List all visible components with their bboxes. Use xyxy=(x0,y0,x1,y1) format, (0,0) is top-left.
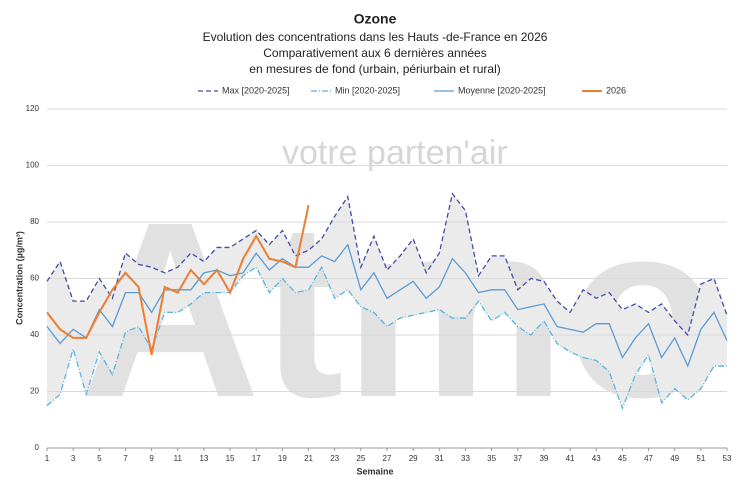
subtitle: Comparativement aux 6 dernières années xyxy=(263,46,486,60)
x-tick-label: 23 xyxy=(330,454,339,463)
x-tick-label: 49 xyxy=(670,454,679,463)
x-axis-label: Semaine xyxy=(356,466,393,476)
y-tick-label: 20 xyxy=(30,387,39,396)
x-tick-label: 21 xyxy=(304,454,313,463)
x-tick-label: 13 xyxy=(199,454,208,463)
legend-label: Max [2020-2025] xyxy=(222,85,290,95)
x-tick-label: 15 xyxy=(226,454,235,463)
y-tick-label: 80 xyxy=(30,217,39,226)
x-tick-label: 37 xyxy=(513,454,522,463)
x-tick-label: 51 xyxy=(696,454,705,463)
x-tick-label: 43 xyxy=(592,454,601,463)
x-tick-label: 45 xyxy=(618,454,627,463)
y-tick-label: 60 xyxy=(30,274,39,283)
y-tick-label: 40 xyxy=(30,330,39,339)
legend-label: 2026 xyxy=(606,85,626,95)
x-tick-label: 53 xyxy=(723,454,732,463)
x-tick-label: 17 xyxy=(252,454,261,463)
x-tick-label: 1 xyxy=(45,454,50,463)
x-tick-label: 35 xyxy=(487,454,496,463)
legend-label: Min [2020-2025] xyxy=(335,85,400,95)
x-tick-label: 29 xyxy=(409,454,418,463)
watermark: votre parten'air xyxy=(282,134,508,172)
subtitle: en mesures de fond (urbain, périurbain e… xyxy=(249,62,500,76)
y-axis-label: Concentration (µg/m³) xyxy=(14,231,24,325)
x-tick-label: 41 xyxy=(566,454,575,463)
x-tick-label: 9 xyxy=(149,454,154,463)
x-tick-label: 31 xyxy=(435,454,444,463)
chart-title: Ozone xyxy=(354,11,397,27)
x-tick-label: 7 xyxy=(123,454,128,463)
x-tick-label: 3 xyxy=(71,454,76,463)
series-line xyxy=(46,192,728,337)
y-tick-label: 0 xyxy=(35,443,40,452)
x-tick-label: 25 xyxy=(356,454,365,463)
series-line xyxy=(46,204,310,355)
y-tick-label: 120 xyxy=(26,104,40,113)
x-tick-label: 5 xyxy=(97,454,102,463)
x-tick-label: 19 xyxy=(278,454,287,463)
x-tick-label: 11 xyxy=(174,454,183,463)
x-tick-label: 39 xyxy=(539,454,548,463)
x-tick-label: 33 xyxy=(461,454,470,463)
subtitle: Evolution des concentrations dans les Ha… xyxy=(203,30,548,44)
series-line xyxy=(46,243,728,368)
series-line xyxy=(46,265,727,411)
y-tick-label: 100 xyxy=(26,161,40,170)
legend-label: Moyenne [2020-2025] xyxy=(458,85,546,95)
x-tick-label: 27 xyxy=(383,454,392,463)
x-tick-label: 47 xyxy=(644,454,653,463)
